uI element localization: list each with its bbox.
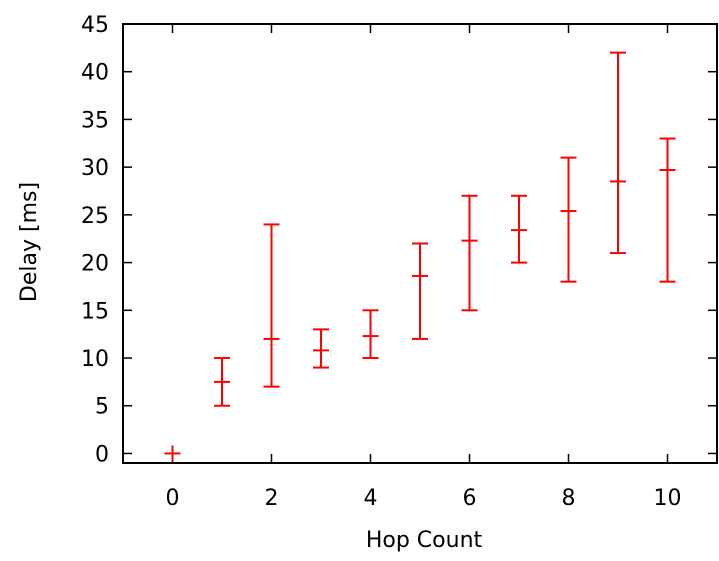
y-tick-label: 5 — [95, 395, 109, 420]
errorbar-point — [560, 156, 577, 283]
y-tick-label: 40 — [81, 61, 109, 86]
errorbar-point — [412, 242, 428, 340]
x-axis-title: Hop Count — [366, 528, 483, 553]
errorbar-point — [214, 357, 230, 407]
x-tick-label: 6 — [463, 486, 477, 511]
y-tick-label: 25 — [81, 204, 109, 229]
x-tick-label: 2 — [265, 486, 279, 511]
y-axis-title: Delay [ms] — [17, 182, 42, 302]
errorbar-point — [362, 309, 379, 360]
errorbar-point — [511, 194, 527, 264]
axis-ticks — [123, 23, 717, 463]
errorbar-point — [610, 51, 626, 255]
y-tick-labels: 0 5 10 15 20 25 30 35 40 45 — [81, 13, 109, 467]
plot-border — [122, 23, 718, 464]
x-tick-labels: 0 2 4 6 8 10 — [166, 486, 682, 511]
errorbar-point — [659, 137, 676, 283]
x-tick-label: 10 — [654, 486, 682, 511]
errorbar-point — [164, 445, 181, 462]
errorbar-point — [263, 223, 280, 388]
errorbar-point — [313, 328, 329, 369]
errorbar-point — [461, 194, 478, 312]
y-tick-label: 10 — [81, 347, 109, 372]
x-tick-label: 4 — [364, 486, 378, 511]
y-tick-label: 15 — [81, 299, 109, 324]
plot-frame — [122, 23, 718, 464]
x-tick-label: 8 — [562, 486, 576, 511]
y-tick-label: 35 — [81, 108, 109, 133]
x-tick-label: 0 — [166, 486, 180, 511]
y-tick-label: 0 — [95, 442, 109, 467]
y-tick-label: 45 — [81, 13, 109, 38]
y-tick-label: 20 — [81, 252, 109, 277]
data-series — [164, 51, 676, 462]
y-tick-label: 30 — [81, 156, 109, 181]
